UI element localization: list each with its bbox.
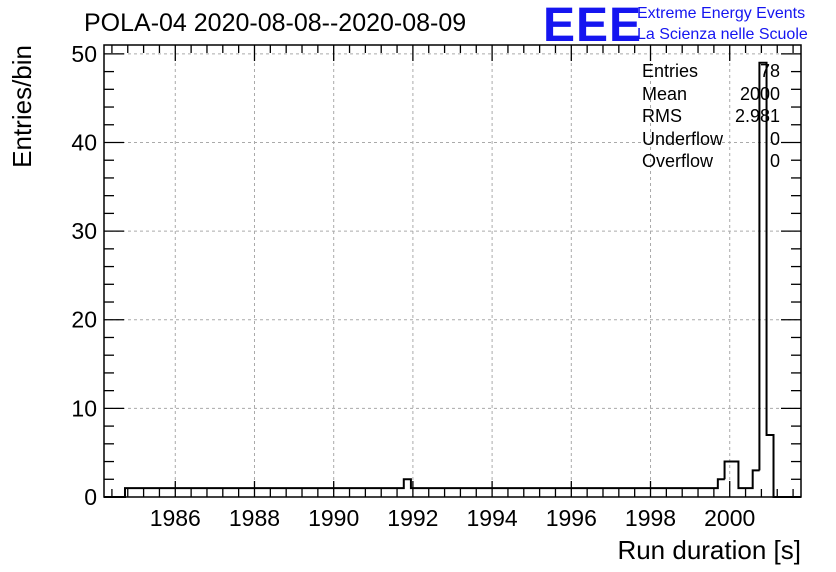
stat-row-mean: Mean 2000	[642, 83, 780, 106]
stat-row-overflow: Overflow 0	[642, 150, 780, 173]
stat-label: RMS	[642, 106, 682, 126]
x-tick-label: 1990	[308, 505, 359, 531]
histogram-bin	[411, 488, 418, 497]
histogram-bin	[738, 488, 745, 497]
histogram-bin	[725, 462, 732, 497]
x-tick-label: 1998	[625, 505, 676, 531]
plot-frame	[103, 44, 802, 498]
histogram-bin	[125, 488, 132, 497]
y-tick-label: 40	[71, 129, 97, 155]
y-tick-label: 30	[71, 218, 97, 244]
histogram-bin	[585, 488, 592, 497]
axis-tick-labels: 1986 1988 1990 1992 1994 1996 1998 2000 0 10 20 30 4…	[71, 41, 755, 531]
x-tick-label: 1994	[467, 505, 518, 531]
y-tick-label: 10	[71, 395, 97, 421]
x-tick-label: 1996	[546, 505, 597, 531]
y-tick-label: 50	[71, 41, 97, 67]
histogram-series-line	[104, 61, 801, 498]
axis-ticks	[104, 45, 801, 498]
stat-value: 0	[769, 128, 780, 149]
stat-value: 2.981	[734, 106, 780, 126]
histogram-bin	[404, 479, 411, 497]
histogram-bin	[564, 488, 571, 497]
logo-text-line1: Extreme Energy Events	[637, 5, 806, 22]
eee-logo: EEE	[543, 0, 643, 52]
stat-row-underflow: Underflow 0	[642, 128, 780, 151]
stat-value: 2000	[739, 83, 780, 104]
stat-row-entries: Entries 78	[642, 60, 780, 83]
histogram-bin	[529, 488, 536, 497]
y-axis-label: Entries/bin	[7, 45, 37, 168]
histogram-bin	[690, 488, 697, 497]
stat-row-rms: RMS 2.981	[642, 105, 780, 128]
histogram-bin	[578, 488, 585, 497]
histogram-bin	[718, 479, 725, 497]
histogram-bin	[753, 470, 760, 497]
stat-label: Entries	[642, 61, 699, 81]
stats-box: Entries 78 Mean 2000 RMS 2.981 Underflow…	[642, 60, 780, 173]
histogram-bin	[515, 488, 522, 497]
x-tick-label: 1992	[387, 505, 438, 531]
grid-lines	[104, 45, 801, 497]
stat-label: Underflow	[642, 128, 724, 149]
stat-label: Overflow	[642, 151, 714, 171]
x-tick-label: 1986	[150, 505, 201, 531]
chart-title: POLA-04 2020-08-08--2020-08-09	[84, 9, 467, 37]
histogram-bin	[767, 435, 774, 497]
stat-value: 0	[769, 151, 780, 171]
x-axis-label: Run duration [s]	[617, 535, 801, 565]
logo-text-line2: La Scienza nelle Scuole	[637, 26, 808, 43]
y-tick-label: 0	[84, 484, 97, 510]
y-tick-label: 20	[71, 307, 97, 333]
x-tick-label: 2000	[704, 505, 755, 531]
stat-value: 78	[759, 61, 780, 81]
x-tick-label: 1988	[229, 505, 280, 531]
stat-label: Mean	[642, 83, 688, 104]
